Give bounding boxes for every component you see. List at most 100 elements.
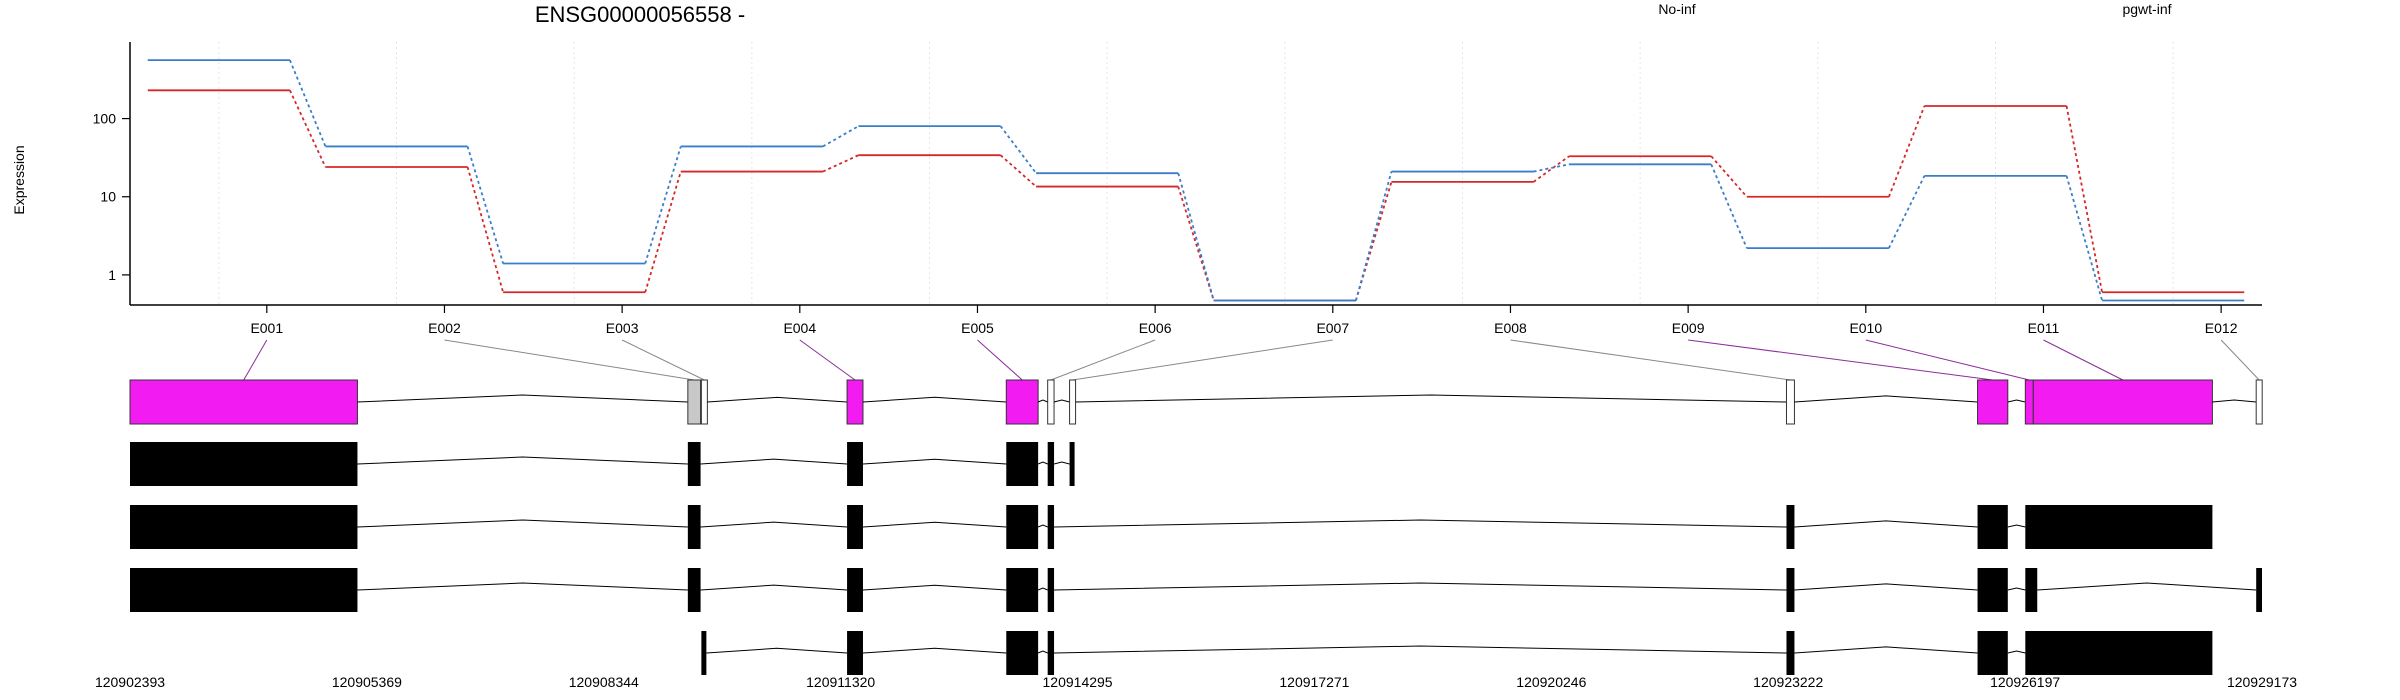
intron-line [357, 582, 688, 591]
transcript-exon [1069, 442, 1075, 486]
exon-bin [700, 379, 708, 425]
x-tick-label: E006 [1139, 320, 1172, 336]
intron-line [357, 456, 688, 465]
transcript-exon [130, 442, 358, 486]
exon-bin [2255, 379, 2263, 425]
series-transition [644, 146, 682, 264]
gene-model [129, 379, 2263, 425]
series-transition [1888, 105, 1926, 198]
intron-line [1053, 461, 1070, 465]
series-transition [1177, 172, 1215, 301]
transcript-exon [2025, 505, 2213, 549]
intron-line [1794, 646, 1978, 654]
intron-line [1075, 394, 1787, 403]
x-tick-label: E009 [1672, 320, 1705, 336]
exon-connector [799, 339, 856, 381]
series-transition [1888, 175, 1926, 249]
transcript-exon [1977, 631, 2008, 675]
exon-connector [1072, 339, 1333, 381]
intron-line [862, 647, 1007, 654]
x-tick-label: E003 [606, 320, 639, 336]
x-tick-label: E010 [1849, 320, 1882, 336]
intron-line [1037, 524, 1048, 528]
exon-bin [1785, 379, 1795, 425]
y-axis-label: Expression [11, 145, 27, 214]
transcript-exon [130, 505, 358, 549]
intron-line [862, 584, 1007, 591]
genomic-coordinate-label: 120920246 [1516, 674, 1586, 690]
intron-line [1794, 520, 1978, 528]
exon-bin [1069, 379, 1077, 425]
genomic-coordinate-label: 120929173 [2227, 674, 2297, 690]
genomic-coordinate-label: 120905369 [332, 674, 402, 690]
exon-connector [1510, 339, 1791, 381]
exon-connector [2220, 339, 2260, 381]
series-transition [1710, 155, 1748, 198]
x-tick-label: E008 [1494, 320, 1527, 336]
intron-line [2212, 399, 2257, 403]
transcript-exon [1786, 568, 1795, 612]
series-transition [466, 146, 504, 264]
genomic-coordinate-label: 120902393 [95, 674, 165, 690]
intron-line [357, 519, 688, 528]
genomic-coordinate-label: 120908344 [569, 674, 639, 690]
exon-bin [1047, 379, 1055, 425]
intron-line [707, 396, 848, 403]
transcript-exon [1047, 568, 1055, 612]
exon-connectors [243, 339, 2260, 381]
transcript-exon [1786, 505, 1795, 549]
exon-connector [621, 339, 705, 381]
exon-connector [2043, 339, 2124, 381]
transcript-tracks [130, 442, 2262, 675]
intron-line [1037, 587, 1048, 591]
intron-line [1037, 650, 1048, 654]
series-transition [644, 171, 682, 293]
x-tick-label: E007 [1316, 320, 1349, 336]
exon-connector [243, 339, 268, 381]
transcript-exon [1006, 631, 1039, 675]
intron-line [700, 584, 848, 591]
transcript-exon [1006, 505, 1039, 549]
exon-bin [1977, 379, 2009, 425]
series-transition [822, 154, 859, 173]
transcript-exon [1786, 631, 1795, 675]
genomic-coordinate-label: 120914295 [1043, 674, 1113, 690]
exon-connector [1865, 339, 2030, 381]
transcript-exon [1047, 442, 1055, 486]
exon-bin [1005, 379, 1039, 425]
transcript-exon [1977, 505, 2008, 549]
intron-line [1794, 395, 1978, 403]
series-transition [1355, 171, 1393, 301]
tick-labels: 1 10 100 E001 E002 E003 E004 E005 E006 E007 E008 E0… [93, 111, 2238, 336]
intron-line [2007, 587, 2026, 591]
transcript-exon [847, 631, 863, 675]
transcript-exon [1006, 442, 1039, 486]
legend-entry-pgwt-inf: pgwt-inf [2122, 1, 2171, 17]
series-transition [289, 89, 327, 168]
transcript-exon [847, 568, 863, 612]
exon-connector [977, 339, 1023, 381]
genomic-coordinate-label: 120923222 [1753, 674, 1823, 690]
genomic-coordinate-labels: 120902393 120905369 120908344 120911320 1209… [95, 674, 2297, 690]
series-transition [822, 125, 859, 148]
exon-bin [687, 379, 702, 425]
exon-bin [846, 379, 864, 425]
intron-line [862, 521, 1007, 528]
transcript-exon [2256, 568, 2262, 612]
transcript-exon [687, 568, 701, 612]
exon-bin [2032, 379, 2213, 425]
intron-line [357, 394, 688, 403]
intron-line [862, 458, 1007, 465]
grid [218, 42, 2174, 305]
transcript-exon [2025, 631, 2213, 675]
transcript-exon [847, 505, 863, 549]
exon-connector [1050, 339, 1156, 381]
legend-entry-no-inf: No-inf [1658, 1, 1695, 17]
series-transition [2065, 175, 2103, 301]
exon-connector [444, 339, 695, 381]
transcript-exon [1047, 505, 1055, 549]
intron-line [1054, 582, 1787, 591]
intron-line [700, 521, 848, 528]
